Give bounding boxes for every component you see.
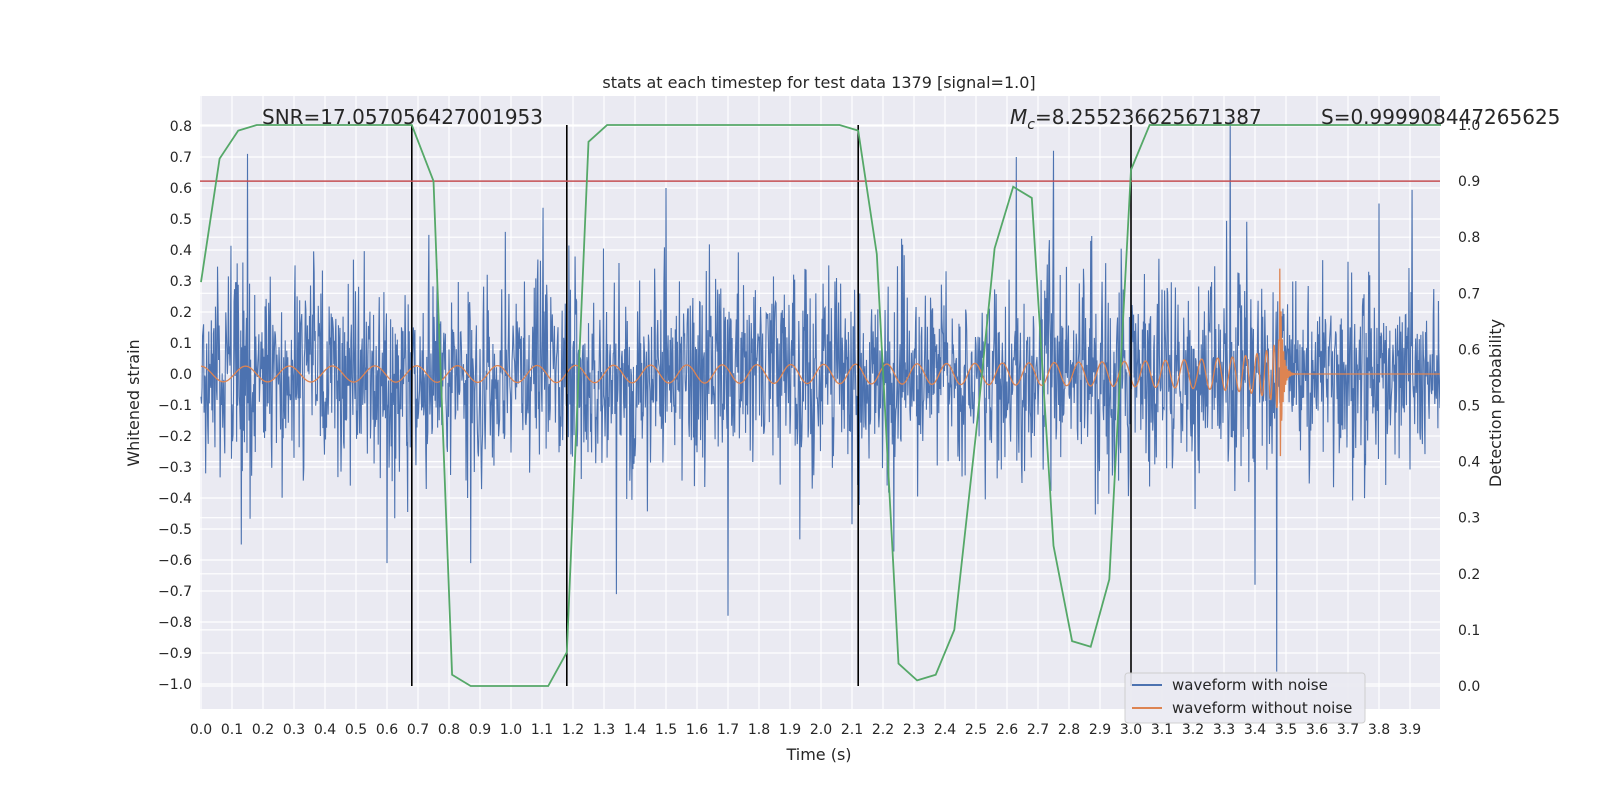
x-tick-label: 3.9 <box>1399 722 1421 738</box>
x-tick-label: 2.6 <box>996 722 1018 738</box>
x-tick-label: 0.6 <box>376 722 398 738</box>
y-tick-label: −0.7 <box>158 584 192 600</box>
y2-tick-label: 0.2 <box>1458 567 1480 583</box>
y-tick-label: 0.1 <box>170 336 192 352</box>
x-tick-label: 2.7 <box>1027 722 1049 738</box>
legend-label-clean: waveform without noise <box>1172 699 1352 717</box>
y2-tick-label: 0.6 <box>1458 342 1480 358</box>
y2-tick-label: 0.0 <box>1458 679 1480 695</box>
x-axis-ticks: 0.0 0.1 0.2 0.3 0.4 0.5 0.6 0.7 0.8 0.9 1.0 1.1 1.2 1… <box>190 722 1421 738</box>
x-tick-label: 2.3 <box>903 722 925 738</box>
vertical-markers <box>410 125 1132 686</box>
y-tick-label: 0.6 <box>170 181 192 197</box>
x-tick-label: 3.3 <box>1213 722 1235 738</box>
y2-tick-label: 0.8 <box>1458 230 1480 246</box>
x-tick-label: 0.2 <box>252 722 274 738</box>
y-axis-label: Whitened strain <box>124 339 143 466</box>
y-tick-label: 0.5 <box>170 212 192 228</box>
x-tick-label: 3.6 <box>1306 722 1328 738</box>
y2-tick-label: 0.5 <box>1458 399 1480 415</box>
x-tick-label: 0.5 <box>345 722 367 738</box>
x-tick-label: 0.7 <box>407 722 429 738</box>
mc-value: =8.255236625671387 <box>1035 105 1262 129</box>
x-tick-label: 2.1 <box>841 722 863 738</box>
y-tick-label: 0.4 <box>170 243 192 259</box>
x-tick-label: 1.3 <box>593 722 615 738</box>
mc-subscript: c <box>1027 117 1035 133</box>
x-tick-label: 1.5 <box>655 722 677 738</box>
x-tick-label: 1.0 <box>500 722 522 738</box>
x-tick-label: 2.8 <box>1058 722 1080 738</box>
chart-title: stats at each timestep for test data 137… <box>602 73 1035 92</box>
y2-tick-label: 0.3 <box>1458 511 1480 527</box>
legend-label-noise: waveform with noise <box>1172 676 1328 694</box>
x-tick-label: 0.3 <box>283 722 305 738</box>
snr-annotation: SNR=17.057056427001953 <box>262 105 543 129</box>
x-axis-label: Time (s) <box>785 745 851 764</box>
mc-annotation: Mc=8.255236625671387 <box>1010 105 1262 133</box>
x-tick-label: 2.5 <box>965 722 987 738</box>
y-tick-label: −0.8 <box>158 615 192 631</box>
x-tick-label: 3.0 <box>1120 722 1142 738</box>
y2-tick-label: 0.7 <box>1458 286 1480 302</box>
x-tick-label: 1.7 <box>717 722 739 738</box>
x-tick-label: 2.9 <box>1089 722 1111 738</box>
x-tick-label: 0.1 <box>221 722 243 738</box>
x-tick-label: 2.2 <box>872 722 894 738</box>
y-tick-label: −0.6 <box>158 553 192 569</box>
x-tick-label: 2.4 <box>934 722 956 738</box>
x-tick-label: 3.1 <box>1151 722 1173 738</box>
y2-axis-label: Detection probability <box>1486 319 1505 487</box>
x-tick-label: 1.2 <box>562 722 584 738</box>
x-tick-label: 0.4 <box>314 722 336 738</box>
s-annotation: S=0.999908447265625 <box>1321 105 1560 129</box>
x-tick-label: 3.5 <box>1275 722 1297 738</box>
x-tick-label: 3.4 <box>1244 722 1266 738</box>
y-tick-label: −0.3 <box>158 460 192 476</box>
y-axis-ticks: 0.8 0.7 0.6 0.5 0.4 0.3 0.2 0.1 0.0 −0.1 −0.2 −0.3 −… <box>158 119 192 693</box>
y2-axis-ticks: 1.0 0.9 0.8 0.7 0.6 0.5 0.4 0.3 0.2 0.1 0.0 <box>1458 118 1480 695</box>
x-tick-label: 3.2 <box>1182 722 1204 738</box>
series-detection-probability <box>200 124 1441 687</box>
y-tick-label: 0.8 <box>170 119 192 135</box>
y2-tick-label: 0.4 <box>1458 455 1480 471</box>
y-tick-label: −1.0 <box>158 677 192 693</box>
x-tick-label: 1.6 <box>686 722 708 738</box>
y-tick-label: 0.2 <box>170 305 192 321</box>
mc-symbol: M <box>1010 105 1027 129</box>
y-tick-label: −0.9 <box>158 646 192 662</box>
x-tick-label: 3.7 <box>1337 722 1359 738</box>
x-tick-label: 1.4 <box>624 722 646 738</box>
x-tick-label: 0.8 <box>438 722 460 738</box>
y-tick-label: 0.7 <box>170 150 192 166</box>
y-tick-label: −0.2 <box>158 429 192 445</box>
y-tick-label: −0.5 <box>158 522 192 538</box>
y2-tick-label: 0.1 <box>1458 623 1480 639</box>
x-tick-label: 3.8 <box>1368 722 1390 738</box>
x-tick-label: 0.0 <box>190 722 212 738</box>
y2-tick-label: 0.9 <box>1458 174 1480 190</box>
x-tick-label: 1.9 <box>779 722 801 738</box>
x-tick-label: 1.8 <box>748 722 770 738</box>
series-waveform-without-noise <box>201 268 1440 457</box>
x-tick-label: 2.0 <box>810 722 832 738</box>
legend-box <box>1124 672 1366 724</box>
y-tick-label: −0.1 <box>158 398 192 414</box>
y-tick-label: −0.4 <box>158 491 192 507</box>
y-tick-label: 0.0 <box>170 367 192 383</box>
chirp-line <box>201 268 1440 457</box>
probability-line <box>200 124 1441 687</box>
x-tick-label: 1.1 <box>531 722 553 738</box>
y2-tick-label: 1.0 <box>1458 118 1480 134</box>
x-tick-label: 0.9 <box>469 722 491 738</box>
y-tick-label: 0.3 <box>170 274 192 290</box>
legend: waveform with noise waveform without noi… <box>1124 672 1366 724</box>
